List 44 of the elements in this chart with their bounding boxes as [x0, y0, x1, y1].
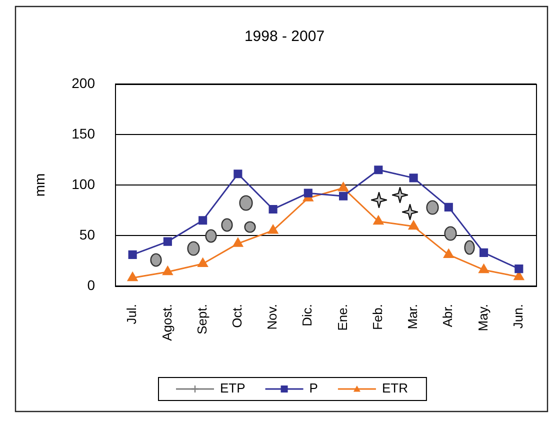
- y-tick-label: 0: [87, 276, 96, 293]
- x-tick-label: Jun.: [510, 304, 526, 329]
- legend-label: ETR: [382, 380, 408, 396]
- point: [198, 258, 208, 268]
- point: [304, 188, 312, 198]
- point: [268, 224, 278, 234]
- point: [409, 174, 418, 182]
- point: [374, 166, 383, 174]
- point: [408, 220, 419, 230]
- legend-label: P: [309, 380, 318, 396]
- chart-title: 1998 - 2007: [244, 28, 325, 46]
- point: [128, 250, 137, 259]
- point: [198, 216, 208, 225]
- point: [162, 266, 173, 276]
- point: [268, 204, 278, 214]
- point: [127, 272, 138, 282]
- y-tick-label: 150: [72, 125, 96, 142]
- x-tick-label: Ene.: [334, 304, 350, 331]
- y-axis-title: mm: [31, 173, 48, 197]
- point: [232, 238, 244, 247]
- x-tick-label: Agost.: [159, 304, 174, 341]
- x-tick-label: Mar.: [405, 304, 420, 330]
- point: [339, 192, 348, 200]
- x-tick-label: May.: [475, 304, 490, 332]
- point: [514, 264, 524, 274]
- point: [373, 216, 384, 225]
- point: [338, 182, 348, 192]
- x-tick-label: Oct.: [230, 304, 245, 328]
- point: [444, 202, 453, 212]
- x-tick-label: Sept.: [194, 304, 210, 334]
- x-tick-label: Jul.: [124, 304, 140, 324]
- x-tick-label: Feb.: [370, 304, 385, 330]
- y-tick-label: 100: [72, 176, 96, 192]
- point: [479, 248, 488, 257]
- point: [234, 170, 242, 178]
- x-tick-label: Abr.: [440, 304, 456, 328]
- point: [478, 264, 489, 274]
- legend-label: ETP: [220, 380, 246, 396]
- y-tick-label: 200: [72, 74, 96, 91]
- y-tick-label: 50: [79, 226, 96, 242]
- point: [444, 248, 454, 258]
- x-tick-label: Nov.: [264, 304, 280, 330]
- point: [163, 237, 172, 246]
- x-tick-label: Dic.: [300, 304, 315, 326]
